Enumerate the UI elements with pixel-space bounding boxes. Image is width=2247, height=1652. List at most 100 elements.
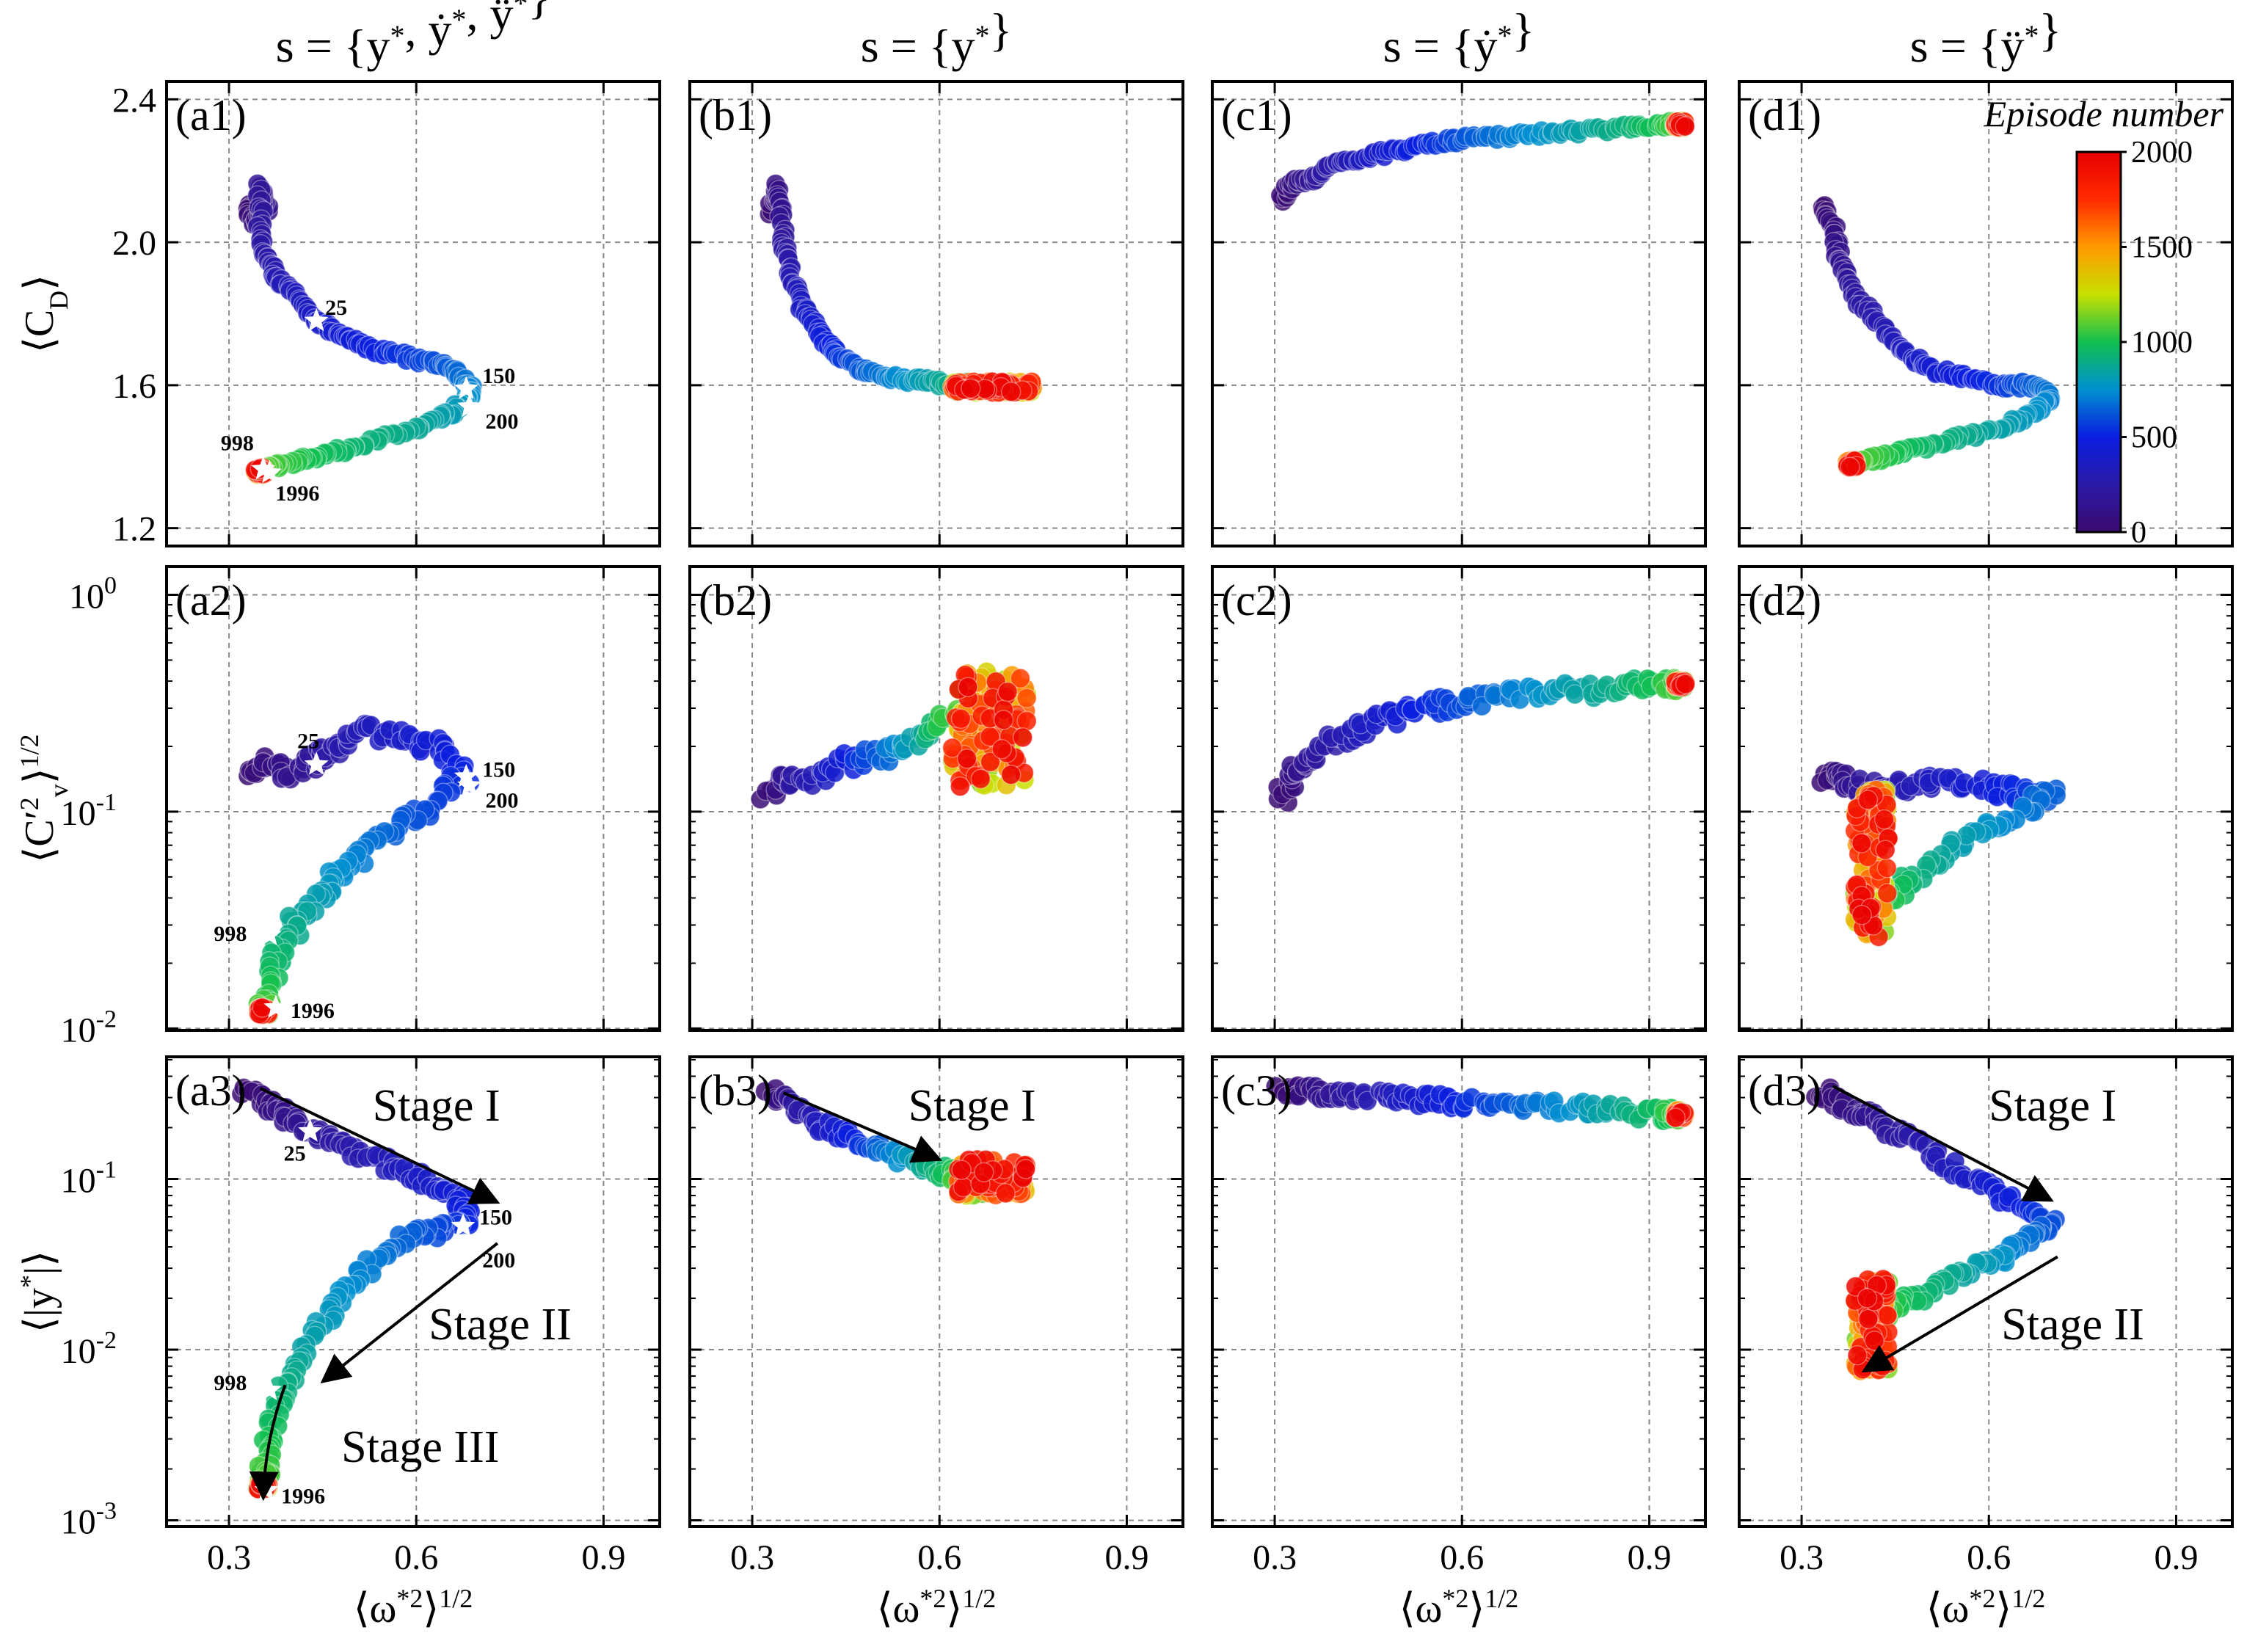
grid	[167, 567, 660, 1030]
panel-frame	[1738, 1055, 2234, 1528]
data-point	[1851, 833, 1872, 854]
panel-d1: (d1)	[1738, 80, 2234, 547]
data-points	[1812, 195, 2061, 478]
panel-frame	[165, 80, 661, 547]
panel-frame	[1211, 1055, 1707, 1528]
x-axis-label: ⟨ω*2⟩1/2	[877, 1584, 997, 1631]
y-tick-label: 2.0	[112, 224, 156, 263]
y-axis-label-row1: ⟨CD⟩	[17, 274, 73, 353]
data-points	[750, 661, 1037, 809]
x-axis-label: ⟨ω*2⟩1/2	[1926, 1584, 2046, 1631]
x-tick-label: 0.3	[207, 1538, 251, 1577]
episode-label: 200	[486, 788, 519, 812]
data-points	[1810, 760, 2066, 947]
data-point	[1876, 857, 1898, 878]
episode-label: 998	[214, 922, 247, 946]
x-tick-label: 0.6	[1440, 1538, 1484, 1577]
episode-star-marker	[257, 459, 282, 484]
data-point	[950, 776, 971, 797]
column-title-c: s = {ẏ*}	[1383, 4, 1534, 72]
colorbar-tick-label: 0	[2131, 516, 2146, 550]
axis-ticks	[1739, 1057, 2232, 1527]
data-points	[1265, 1075, 1695, 1131]
data-points	[238, 713, 481, 1025]
data-points	[759, 173, 1044, 403]
y-tick-label: 10-1	[61, 1156, 117, 1200]
stage-label: Stage I	[1989, 1081, 2116, 1131]
data-point	[1877, 1305, 1898, 1326]
stage-label: Stage III	[341, 1422, 499, 1472]
data-point	[1665, 1107, 1686, 1128]
data-point	[1675, 116, 1696, 137]
episode-label: 150	[482, 757, 515, 782]
panel-label: (c2)	[1221, 576, 1292, 625]
panel-frame	[1211, 80, 1707, 547]
episode-label: 1996	[275, 481, 319, 506]
axis-ticks	[167, 567, 660, 1030]
colorbar-tick-label: 2000	[2131, 136, 2193, 170]
x-tick-label: 0.3	[1780, 1538, 1824, 1577]
colorbar-tick-label: 1000	[2131, 326, 2193, 360]
grid	[690, 567, 1183, 1030]
episode-label: 150	[479, 1206, 512, 1230]
episode-star-marker	[454, 1234, 478, 1258]
panel-c3: (c3) 0.3 0.6 0.9 ⟨ω*2⟩1/2	[1211, 1055, 1707, 1631]
data-point	[1864, 1331, 1885, 1351]
episode-star-marker	[263, 994, 288, 1018]
axis-ticks	[1212, 81, 1705, 546]
data-points	[1270, 110, 1696, 212]
data-point	[993, 710, 1014, 730]
colorbar-tick-label: 500	[2131, 421, 2177, 455]
stage-label: Stage I	[373, 1081, 500, 1131]
column-title-d: s = {ÿ*}	[1910, 4, 2061, 72]
data-point	[951, 1160, 972, 1180]
panel-b2: (b2)	[688, 565, 1184, 1032]
panel-a1: 25 150 200 998 1996 (a1) 1.2 1.6 2.0 2.4	[112, 80, 661, 549]
x-tick-label: 0.6	[394, 1538, 438, 1577]
episode-label: 150	[482, 364, 515, 388]
column-title-b: s = {y*}	[861, 4, 1012, 72]
grid	[1739, 1057, 2232, 1527]
x-tick-label: 0.9	[2154, 1538, 2198, 1577]
axis-ticks	[1739, 81, 2232, 546]
x-tick-label: 0.6	[1967, 1538, 2011, 1577]
panel-label: (b3)	[699, 1066, 772, 1115]
y-tick-label: 10-3	[61, 1498, 117, 1542]
data-point	[974, 1162, 994, 1183]
stage-label: Stage II	[2001, 1300, 2144, 1350]
stage-label: Stage II	[429, 1300, 572, 1350]
data-point	[961, 378, 981, 399]
panel-label: (b1)	[699, 91, 772, 139]
panel-label: (c3)	[1221, 1066, 1292, 1115]
y-tick-label: 2.4	[112, 81, 156, 120]
data-point	[1015, 1159, 1036, 1179]
episode-label: 200	[486, 410, 519, 434]
data-point	[1851, 904, 1872, 925]
data-point	[1876, 883, 1898, 903]
panel-label: (a2)	[175, 576, 247, 625]
data-point	[942, 738, 963, 758]
data-point	[953, 1176, 974, 1198]
episode-label: 1996	[281, 1485, 325, 1509]
data-point	[1016, 688, 1037, 708]
axis-ticks	[167, 81, 660, 546]
colorbar-title: Episode number	[1984, 93, 2224, 134]
grid	[167, 81, 660, 546]
episode-label: 25	[325, 296, 347, 320]
y-tick-label: 10-2	[61, 1005, 117, 1049]
data-points	[237, 173, 483, 485]
data-point	[1000, 382, 1021, 402]
data-point	[958, 677, 978, 697]
data-point	[950, 708, 972, 729]
panel-b1: (b1)	[688, 80, 1184, 547]
episode-star-marker	[304, 752, 329, 775]
colorbar-tick-label: 1500	[2131, 231, 2193, 265]
episode-label: 998	[214, 1371, 247, 1395]
panel-label: (a3)	[175, 1066, 247, 1115]
x-axis-label: ⟨ω*2⟩1/2	[1399, 1584, 1519, 1631]
data-point	[1000, 764, 1021, 785]
episode-label: 998	[221, 431, 254, 455]
data-point	[997, 681, 1018, 702]
y-tick-label: 1.2	[112, 510, 156, 549]
